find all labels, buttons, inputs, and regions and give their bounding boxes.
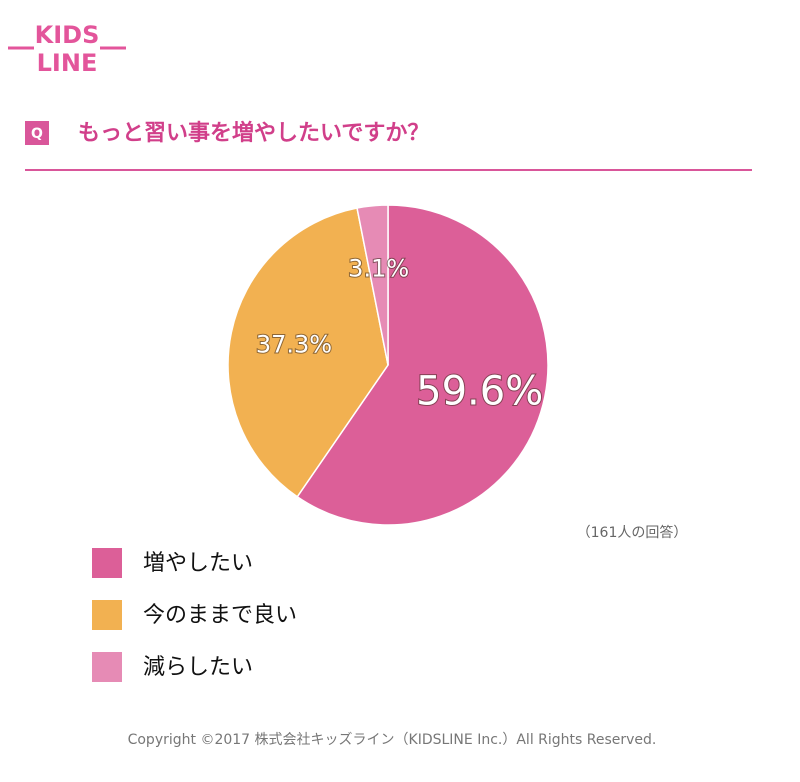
footer: Copyright ©2017 株式会社キッズライン（KIDSLINE Inc.…	[128, 732, 657, 748]
logo-text: KIDS	[35, 21, 100, 49]
logo-text: LINE	[37, 49, 98, 77]
legend-label: 今のままで良い	[143, 603, 297, 628]
pie-slice	[227, 207, 389, 498]
logo: KIDS LINE	[8, 21, 126, 77]
badge	[25, 121, 49, 145]
note: （161人の回答）	[577, 524, 688, 541]
legend-swatch	[92, 652, 122, 682]
legend-label: 増やしたい	[143, 551, 253, 576]
legend-label: 減らしたい	[143, 655, 253, 680]
badge-text: Q	[31, 126, 43, 142]
value-label: 37.3%	[256, 331, 332, 359]
pie-slice	[356, 204, 389, 366]
value-label: 59.6%	[416, 369, 543, 415]
legend-swatch	[92, 600, 122, 630]
chart-title: もっと習い事を増やしたいですか？	[78, 120, 429, 146]
pie-slice	[296, 204, 549, 526]
value-label: 3.1%	[348, 254, 409, 282]
legend-swatch	[92, 548, 122, 578]
